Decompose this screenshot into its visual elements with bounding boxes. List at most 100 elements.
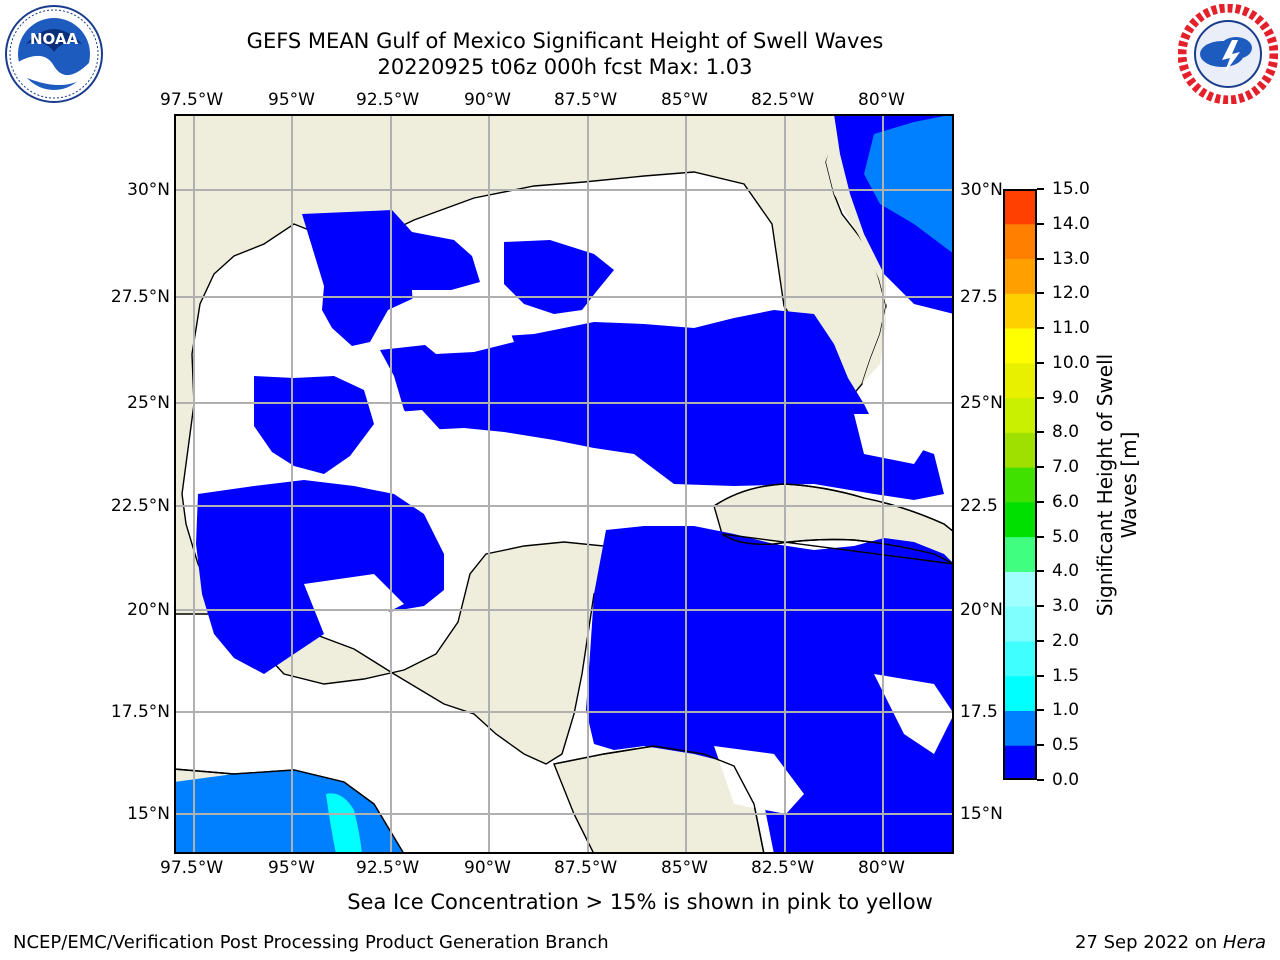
coastlines (173, 483, 955, 855)
colorbar-tick-label: 12.0 (1052, 283, 1090, 304)
lon-top-label: 97.5°W (160, 90, 224, 110)
sea-ice-note: Sea Ice Concentration > 15% is shown in … (347, 890, 933, 914)
colorbar-tick (1037, 222, 1044, 225)
noaa-logo: NOAA (4, 4, 104, 104)
colorbar-tick-label: 2.0 (1052, 630, 1080, 651)
colorbar-tick (1037, 431, 1044, 434)
colorbar-tick-label: 9.0 (1052, 387, 1080, 408)
lon-top-label: 82.5°W (751, 90, 815, 110)
colorbar-tick-label: 6.0 (1052, 491, 1080, 512)
colorbar-tick-label: 10.0 (1052, 352, 1090, 373)
colorbar-segment (1003, 328, 1037, 364)
lat-right-label: 27.5 (960, 287, 998, 307)
lat-left-label: 27.5°N (110, 287, 170, 307)
colorbar-segment (1003, 640, 1037, 677)
colorbar-segment (1003, 536, 1037, 572)
colorbar-tick-label: 0.0 (1052, 770, 1080, 790)
colorbar-segment (1003, 571, 1037, 607)
colorbar-tick-label: 15.0 (1052, 179, 1090, 199)
lon-top-label: 90°W (464, 90, 511, 110)
colorbar-segment (1003, 467, 1037, 503)
nws-logo (1177, 3, 1279, 105)
lon-top-label: 80°W (858, 90, 905, 110)
lat-right-label: 30°N (960, 180, 1003, 200)
colorbar-tick (1037, 779, 1044, 781)
noaa-logo-text: NOAA (30, 30, 79, 48)
chart-title: GEFS MEAN Gulf of Mexico Significant Hei… (246, 29, 884, 53)
lat-left-label: 22.5°N (110, 496, 170, 516)
swell-fill-0-0.5 (196, 114, 954, 854)
lon-bottom-label: 87.5°W (554, 858, 618, 878)
colorbar-segment (1003, 293, 1037, 329)
lon-bottom-label: 82.5°W (751, 858, 815, 878)
colorbar-tick (1037, 605, 1044, 608)
lon-bottom-label: 95°W (268, 858, 315, 878)
colorbar-segment (1003, 745, 1037, 781)
colorbar-segment (1003, 189, 1037, 225)
colorbar (1003, 189, 1037, 781)
colorbar-tick (1037, 396, 1044, 399)
colorbar-segment (1003, 362, 1037, 399)
lat-left-label: 15°N (127, 804, 170, 824)
footer-credit: NCEP/EMC/Verification Post Processing Pr… (13, 932, 609, 953)
colorbar-tick-label: 14.0 (1052, 213, 1090, 234)
colorbar-tick-label: 3.0 (1052, 596, 1080, 617)
colorbar-tick (1037, 744, 1044, 747)
lon-top-label: 95°W (268, 90, 315, 110)
colorbar-tick (1037, 327, 1044, 330)
colorbar-tick (1037, 188, 1044, 190)
colorbar-tick (1037, 500, 1044, 503)
colorbar-tick (1037, 361, 1044, 364)
lat-left-label: 17.5°N (110, 702, 170, 722)
colorbar-segment (1003, 258, 1037, 294)
colorbar-frame (1003, 189, 1037, 780)
colorbar-tick-label: 13.0 (1052, 248, 1090, 269)
colorbar-segment (1003, 397, 1037, 433)
colorbar-tick (1037, 535, 1044, 538)
lat-left-label: 25°N (127, 393, 170, 413)
colorbar-segment (1003, 710, 1037, 746)
lon-bottom-label: 80°W (858, 858, 905, 878)
lat-left-label: 30°N (127, 180, 170, 200)
lat-right-label: 17.5 (960, 702, 998, 722)
lat-right-label: 22.5 (960, 496, 998, 516)
colorbar-tick-label: 11.0 (1052, 318, 1090, 339)
colorbar-tick-label: 4.0 (1052, 561, 1080, 582)
colorbar-tick (1037, 570, 1044, 573)
colorbar-segment (1003, 606, 1037, 642)
colorbar-tick-label: 5.0 (1052, 526, 1080, 547)
colorbar-tick (1037, 674, 1044, 677)
lat-right-label: 15°N (960, 804, 1003, 824)
colorbar-tick-label: 1.0 (1052, 700, 1080, 721)
colorbar-label: Significant Height of Swell Waves [m] (1093, 353, 1141, 617)
swell-fill-1.0-1.5 (326, 793, 362, 854)
lon-bottom-label: 97.5°W (160, 858, 224, 878)
lat-left-label: 20°N (127, 600, 170, 620)
colorbar-tick (1037, 639, 1044, 642)
colorbar-tick-label: 7.0 (1052, 457, 1080, 478)
gulf-of-mexico-map (173, 113, 955, 855)
colorbar-tick (1037, 466, 1044, 469)
colorbar-tick-label: 1.5 (1052, 665, 1080, 686)
footer-date: 27 Sep 2022 on Hera (1075, 932, 1266, 953)
chart-subtitle: 20220925 t06z 000h fcst Max: 1.03 (377, 55, 753, 79)
lat-right-label: 25°N (960, 393, 1003, 413)
colorbar-segment (1003, 501, 1037, 538)
colorbar-tick (1037, 292, 1044, 295)
colorbar-tick-label: 0.5 (1052, 735, 1080, 756)
colorbar-segment (1003, 223, 1037, 260)
colorbar-tick (1037, 257, 1044, 260)
map-frame (174, 114, 954, 854)
lat-right-label: 20°N (960, 600, 1003, 620)
colorbar-tick (1037, 709, 1044, 712)
footer-machine: Hera (1222, 932, 1266, 953)
lon-bottom-label: 85°W (661, 858, 708, 878)
lon-top-label: 85°W (661, 90, 708, 110)
colorbar-tick-label: 8.0 (1052, 422, 1080, 443)
lon-top-label: 92.5°W (356, 90, 420, 110)
colorbar-segment (1003, 432, 1037, 468)
lon-bottom-label: 90°W (464, 858, 511, 878)
colorbar-segment (1003, 675, 1037, 711)
lon-bottom-label: 92.5°W (356, 858, 420, 878)
graticule (174, 114, 954, 854)
